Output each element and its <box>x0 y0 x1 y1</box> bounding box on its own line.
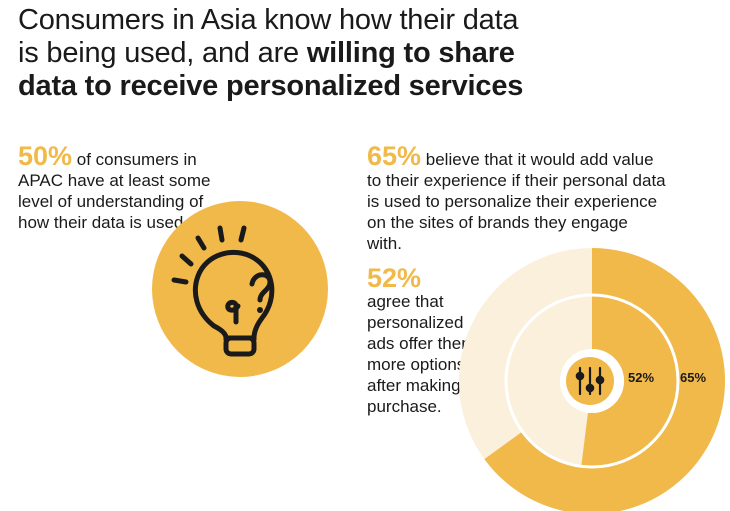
left-stat-text: of consumers in APAC have at least some … <box>18 150 211 232</box>
lower-stat-block: 52% agree that personalized ads offer th… <box>367 263 477 417</box>
left-stat-value: 50% <box>18 141 73 171</box>
lightbulb-question-icon <box>152 201 328 377</box>
sliders-icon <box>575 366 605 396</box>
headline-line-2: is being used, and are willing to share <box>18 37 718 70</box>
ring-separator <box>504 293 680 469</box>
right-stat-value: 65% <box>367 141 422 171</box>
outer-ring-value-arc <box>484 248 725 511</box>
right-stat-block: 65% believe that it would add value to t… <box>367 143 667 254</box>
headline-line-1: Consumers in Asia know how their data <box>18 4 519 36</box>
headline-line-3: data to receive personalized services <box>18 70 524 102</box>
inner-ring-value-arc <box>581 295 679 468</box>
donut-chart <box>459 248 725 511</box>
lower-stat-value: 52% <box>367 263 422 293</box>
lower-stat-text: agree that personalized ads offer them m… <box>367 292 476 416</box>
headline-line-2-bold: willing to share <box>306 37 515 69</box>
headline-line-2-regular: is being used, and are <box>18 37 307 69</box>
inner-ring-label: 52% <box>628 370 654 385</box>
outer-ring-label: 65% <box>680 370 706 385</box>
headline: Consumers in Asia know how their data is… <box>18 4 718 103</box>
right-stat-text: believe that it would add value to their… <box>367 150 666 253</box>
left-stat-block: 50% of consumers in APAC have at least s… <box>18 143 238 233</box>
